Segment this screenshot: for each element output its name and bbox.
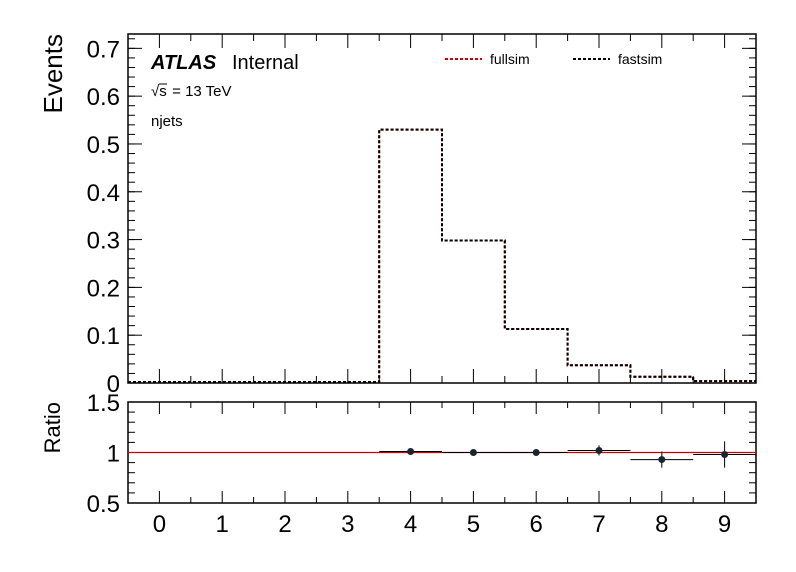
energy-label: = 13 TeV bbox=[168, 83, 232, 100]
main-y-tick-label: 0.5 bbox=[87, 132, 120, 159]
x-tick-label: 9 bbox=[718, 511, 731, 538]
variable-label: njets bbox=[151, 113, 183, 130]
main-y-tick-label: 0.6 bbox=[87, 84, 120, 111]
main-y-tick-label: 0.3 bbox=[87, 228, 120, 255]
x-tick-label: 6 bbox=[530, 511, 543, 538]
ratio-point bbox=[658, 456, 666, 464]
ratio-point bbox=[532, 449, 540, 456]
ratio-point bbox=[595, 446, 603, 454]
atlas-label: ATLAS bbox=[150, 52, 217, 74]
ratio-y-tick-label: 1.5 bbox=[87, 390, 120, 417]
internal-label: Internal bbox=[232, 52, 299, 74]
ratio-axis-ticks: 0.5 1 1.5 0 1 2 3 4 5 6 7 8 9 bbox=[87, 390, 757, 538]
main-y-axis-title: Events bbox=[38, 34, 68, 114]
main-axis-ticks: 0 0.1 0.2 0.3 0.4 0.5 0.6 0.7 bbox=[87, 34, 757, 398]
main-series-group bbox=[128, 128, 756, 384]
main-y-tick-label: 0.4 bbox=[87, 180, 120, 207]
x-tick-label: 0 bbox=[153, 511, 166, 538]
legend: fullsim fastsim bbox=[445, 51, 662, 67]
x-tick-label: 8 bbox=[655, 511, 668, 538]
legend-label-fastsim: fastsim bbox=[618, 51, 662, 67]
ratio-y-axis-title: Ratio bbox=[40, 402, 65, 453]
x-tick-label: 7 bbox=[592, 511, 605, 538]
x-tick-label: 5 bbox=[467, 511, 480, 538]
ratio-y-tick-label: 1 bbox=[107, 441, 120, 468]
ratio-series-group bbox=[128, 441, 756, 468]
x-tick-label: 2 bbox=[278, 511, 291, 538]
sqrt-s-symbol: √s bbox=[151, 83, 167, 100]
ratio-point bbox=[469, 449, 477, 456]
main-y-tick-label: 0.7 bbox=[87, 36, 120, 63]
ratio-point bbox=[721, 451, 729, 459]
x-tick-label: 4 bbox=[404, 511, 417, 538]
ratio-y-tick-label: 0.5 bbox=[87, 491, 120, 518]
series-line-fullsim bbox=[128, 128, 756, 384]
x-tick-label: 1 bbox=[216, 511, 229, 538]
main-y-tick-label: 0 bbox=[107, 371, 120, 398]
main-y-tick-label: 0.2 bbox=[87, 275, 120, 302]
legend-label-fullsim: fullsim bbox=[490, 51, 530, 67]
main-y-tick-label: 0.1 bbox=[87, 323, 120, 350]
x-tick-label: 3 bbox=[341, 511, 354, 538]
ratio-point bbox=[407, 447, 415, 455]
series-line-fastsim bbox=[128, 128, 756, 384]
